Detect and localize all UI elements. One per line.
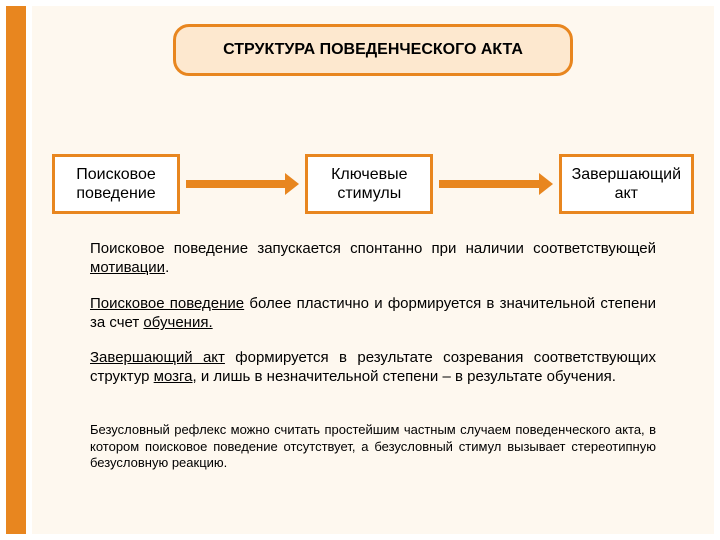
flow-node-stimuli: Ключевые стимулы [305, 154, 433, 214]
flow-arrow [439, 178, 552, 190]
flow-node-search: Поисковое поведение [52, 154, 180, 214]
text-run: Поисковое поведение запускается спонтанн… [90, 240, 656, 257]
left-accent-bar [6, 6, 26, 534]
title-text: СТРУКТУРА ПОВЕДЕНЧЕСКОГО АКТА [223, 41, 523, 58]
node-line: стимулы [337, 185, 401, 202]
node-line: Поисковое [76, 166, 156, 183]
paragraph-4: Безусловный рефлекс можно считать просте… [90, 422, 656, 472]
node-line: поведение [76, 185, 155, 202]
title-box: СТРУКТУРА ПОВЕДЕНЧЕСКОГО АКТА [173, 24, 573, 76]
text-run: Безусловный рефлекс можно считать просте… [90, 422, 656, 470]
paragraph-1: Поисковое поведение запускается спонтанн… [90, 239, 656, 277]
text-underline: мотивации [90, 259, 165, 276]
flow-node-final: Завершающий акт [559, 154, 694, 214]
text-underline: обучения. [143, 314, 212, 331]
content-panel: СТРУКТУРА ПОВЕДЕНЧЕСКОГО АКТА Поисковое … [32, 6, 714, 534]
text-underline: Завершающий акт [90, 349, 225, 366]
text-run: . [165, 259, 169, 276]
flow-row: Поисковое поведение Ключевые стимулы Зав… [52, 154, 694, 214]
text-underline: Поисковое поведение [90, 295, 244, 312]
flow-arrow [186, 178, 299, 190]
node-line: Ключевые [331, 166, 407, 183]
node-line: акт [615, 185, 638, 202]
paragraph-3: Завершающий акт формируется в результате… [90, 348, 656, 386]
node-line: Завершающий [572, 166, 681, 183]
text-underline: мозга [154, 368, 193, 385]
paragraph-2: Поисковое поведение более пластично и фо… [90, 294, 656, 332]
text-run: , и лишь в незначительной степени – в ре… [193, 368, 616, 385]
